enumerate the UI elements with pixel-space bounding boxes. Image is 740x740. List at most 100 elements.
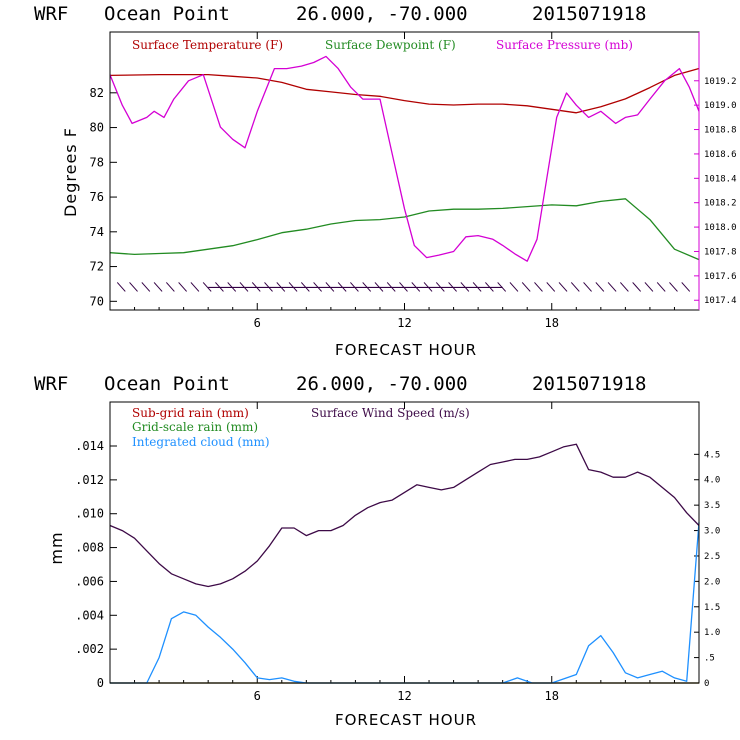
wind-barb xyxy=(669,282,678,292)
wind-barb xyxy=(190,282,200,292)
wind-barb xyxy=(546,282,556,292)
bottom-y-axis-label: mm xyxy=(47,531,66,564)
wind-barb xyxy=(656,282,666,292)
y-tick-label: 70 xyxy=(90,294,104,308)
right-tick-label: 1.5 xyxy=(704,603,720,613)
x-tick-label: 18 xyxy=(545,316,559,330)
top-wind-barbs xyxy=(116,282,691,292)
top-legend-pressure: Surface Pressure (mb) xyxy=(496,38,633,52)
bottom-header-station: Ocean Point xyxy=(104,373,230,395)
bottom-legend-windspeed: Surface Wind Speed (m/s) xyxy=(311,406,470,420)
wind-barb xyxy=(509,282,519,292)
y-tick-label: .010 xyxy=(75,507,104,521)
y-tick-label: .006 xyxy=(75,574,104,588)
wind-barb xyxy=(583,282,592,292)
wind-barb xyxy=(607,282,617,292)
wind-barb xyxy=(595,282,605,292)
right-tick-label: 1019.0 xyxy=(704,101,737,111)
y-tick-label: 82 xyxy=(90,86,104,100)
y-tick-label: 76 xyxy=(90,190,104,204)
y-tick-label: 0 xyxy=(97,676,104,690)
top-header-coords: 26.000, -70.000 xyxy=(296,3,468,25)
wind-barb xyxy=(521,282,531,292)
right-tick-label: 3.0 xyxy=(704,527,720,537)
bottom-legend-cloud: Integrated cloud (mm) xyxy=(132,435,270,449)
y-tick-label: 78 xyxy=(90,155,104,169)
series-line-surface-wind-speed-m-s xyxy=(109,443,700,588)
y-tick-label: 72 xyxy=(90,260,104,274)
x-tick-label: 6 xyxy=(254,316,261,330)
bottom-legend-subgrid: Sub-grid rain (mm) xyxy=(132,406,249,420)
x-tick-label: 12 xyxy=(397,316,411,330)
right-tick-label: 1017.6 xyxy=(704,272,737,282)
right-tick-label: .5 xyxy=(704,654,715,664)
bottom-plot-frame xyxy=(109,401,700,684)
bottom-header-model: WRF xyxy=(34,373,68,395)
top-legend-dewpoint: Surface Dewpoint (F) xyxy=(325,38,456,52)
right-tick-label: 4.5 xyxy=(704,450,720,460)
bottom-panel: WRF Ocean Point 26.000, -70.000 20150719… xyxy=(34,373,720,729)
top-right-axis: 1017.4 1017.6 1017.8 1018.0 1018.2 1018.4 1018… xyxy=(694,77,737,306)
x-tick-label: 6 xyxy=(254,689,261,703)
y-tick-label: .004 xyxy=(75,608,104,622)
wind-barb xyxy=(202,282,212,292)
bottom-series-group xyxy=(109,443,700,684)
bottom-header-init: 2015071918 xyxy=(532,373,646,395)
bottom-legend-gridscale: Grid-scale rain (mm) xyxy=(132,420,258,434)
right-tick-label: 3.5 xyxy=(704,501,720,511)
top-series-group xyxy=(109,55,700,262)
right-tick-label: 2.0 xyxy=(704,577,720,587)
wind-barb xyxy=(116,282,126,292)
right-tick-label: 4.0 xyxy=(704,476,720,486)
top-header-init: 2015071918 xyxy=(532,3,646,25)
y-tick-label: .014 xyxy=(75,439,104,453)
bottom-right-axis: 0 .5 1.0 1.5 2.0 2.5 3.0 3.5 4.0 4.5 xyxy=(694,450,720,689)
top-x-axis: 6 12 18 xyxy=(134,32,675,330)
right-tick-label: 1018.0 xyxy=(704,223,737,233)
top-left-axis: 70 72 74 76 78 80 82 xyxy=(90,86,117,308)
wind-barb xyxy=(644,282,654,292)
right-tick-label: 1018.8 xyxy=(704,126,737,136)
wind-barb xyxy=(153,282,163,292)
top-header-station: Ocean Point xyxy=(104,3,230,25)
x-tick-label: 18 xyxy=(545,689,559,703)
top-header-model: WRF xyxy=(34,3,68,25)
bottom-left-axis: 0 .002 .004 .006 .008 .010 .012 .014 xyxy=(75,439,117,690)
wind-barb xyxy=(681,282,691,292)
y-tick-label: .002 xyxy=(75,642,104,656)
top-legend-temperature: Surface Temperature (F) xyxy=(132,38,283,52)
bottom-x-axis-label: FORECAST HOUR xyxy=(335,711,477,729)
wind-barb xyxy=(534,282,543,292)
right-tick-label: 1018.6 xyxy=(704,150,737,160)
wind-barb xyxy=(632,282,642,292)
y-tick-label: .012 xyxy=(75,473,104,487)
top-x-axis-label: FORECAST HOUR xyxy=(335,341,477,359)
bottom-x-axis: 6 12 18 xyxy=(134,402,675,703)
wind-barb xyxy=(620,282,629,292)
wind-barb xyxy=(570,282,580,292)
right-tick-label: 1018.2 xyxy=(704,199,737,209)
right-tick-label: 0 xyxy=(704,679,709,689)
right-tick-label: 1018.4 xyxy=(704,174,737,184)
right-tick-label: 2.5 xyxy=(704,552,720,562)
wind-barb xyxy=(178,282,187,292)
wind-barb xyxy=(141,282,151,292)
y-tick-label: 74 xyxy=(90,225,104,239)
series-line-surface-dewpoint-f xyxy=(109,198,700,261)
y-tick-label: .008 xyxy=(75,541,104,555)
wind-barb xyxy=(165,282,175,292)
series-line-surface-temperature-f xyxy=(109,67,700,114)
bottom-header-coords: 26.000, -70.000 xyxy=(296,373,468,395)
wind-barb xyxy=(558,282,568,292)
top-panel: WRF Ocean Point 26.000, -70.000 20150719… xyxy=(34,3,737,359)
right-tick-label: 1017.8 xyxy=(704,247,737,257)
top-plot-frame xyxy=(109,31,700,311)
y-tick-label: 80 xyxy=(90,121,104,135)
right-tick-label: 1017.4 xyxy=(704,296,737,306)
series-line-surface-pressure-mb xyxy=(109,55,700,262)
series-line-integrated-cloud-mm xyxy=(110,522,700,684)
right-tick-label: 1019.2 xyxy=(704,77,737,87)
top-y-axis-label: Degrees F xyxy=(61,127,80,217)
right-tick-label: 1.0 xyxy=(704,628,720,638)
